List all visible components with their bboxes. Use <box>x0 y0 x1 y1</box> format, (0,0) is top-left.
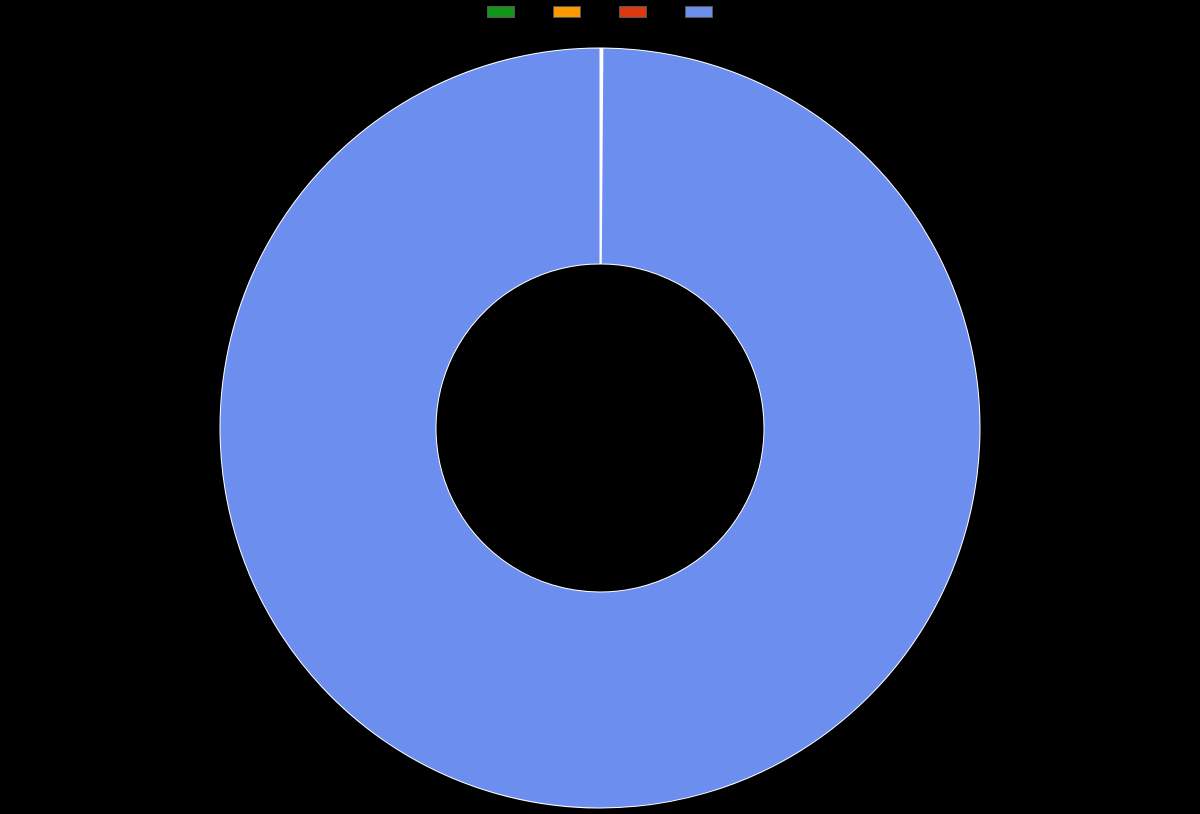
donut-svg <box>0 14 1200 814</box>
donut-slice-3 <box>220 48 980 808</box>
donut-chart <box>0 28 1200 800</box>
